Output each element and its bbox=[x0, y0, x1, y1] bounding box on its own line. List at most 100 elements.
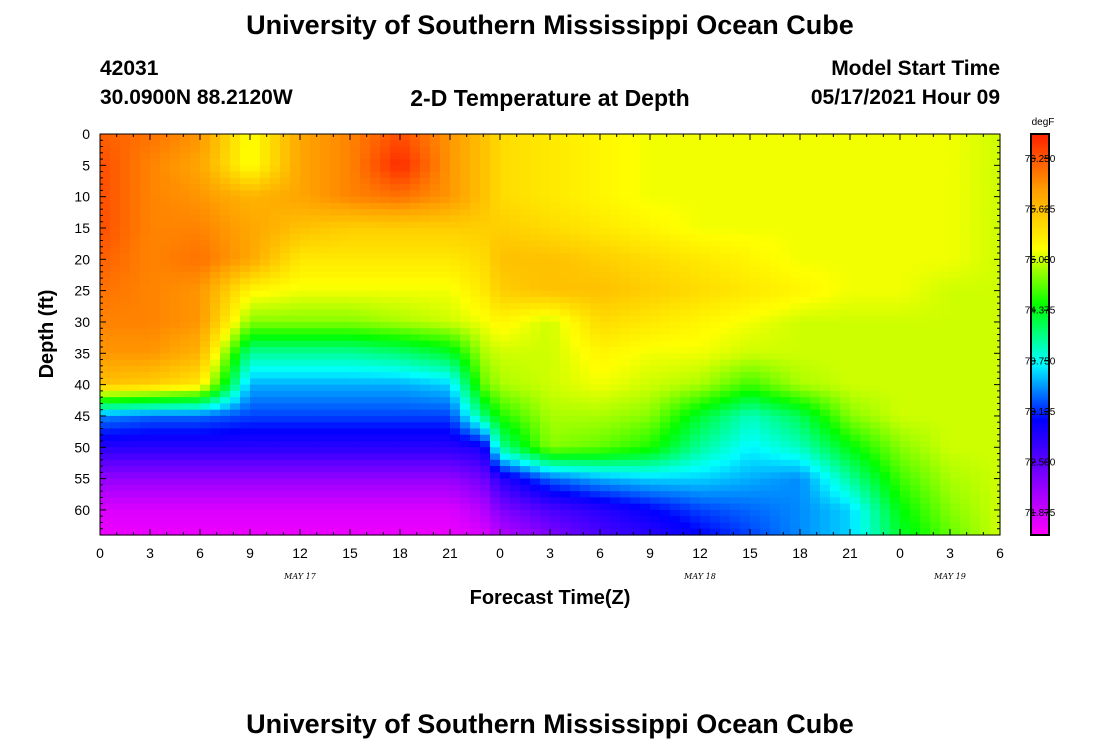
heatmap-cell bbox=[720, 372, 731, 379]
heatmap-cell bbox=[950, 353, 961, 361]
heatmap-cell bbox=[290, 134, 301, 141]
heatmap-cell bbox=[420, 253, 431, 260]
heatmap-cell bbox=[350, 190, 361, 198]
heatmap-cell bbox=[440, 227, 451, 235]
heatmap-cell bbox=[690, 378, 701, 386]
heatmap-cell bbox=[830, 259, 841, 267]
heatmap-cell bbox=[670, 321, 681, 329]
heatmap-cell bbox=[730, 177, 741, 185]
heatmap-cell bbox=[530, 321, 541, 329]
heatmap-cell bbox=[750, 441, 761, 448]
heatmap-cell bbox=[260, 409, 271, 417]
heatmap-cell bbox=[610, 459, 621, 467]
heatmap-cell bbox=[540, 278, 551, 285]
heatmap-cell bbox=[860, 441, 871, 448]
heatmap-cell bbox=[150, 171, 161, 179]
heatmap-cell bbox=[980, 202, 991, 210]
heatmap-cell bbox=[900, 253, 911, 260]
heatmap-cell bbox=[300, 409, 311, 417]
heatmap-cell bbox=[450, 328, 461, 336]
heatmap-cell bbox=[330, 234, 341, 242]
heatmap-cell bbox=[280, 159, 291, 166]
heatmap-cell bbox=[660, 296, 671, 304]
heatmap-cell bbox=[990, 265, 1001, 273]
heatmap-cell bbox=[330, 409, 341, 417]
heatmap-cell bbox=[360, 309, 371, 317]
heatmap-cell bbox=[780, 290, 791, 298]
heatmap-cell bbox=[290, 253, 301, 260]
heatmap-cell bbox=[140, 384, 151, 392]
heatmap-cell bbox=[430, 140, 441, 148]
heatmap-cell bbox=[830, 397, 841, 405]
heatmap-cell bbox=[890, 347, 901, 354]
heatmap-cell bbox=[230, 227, 241, 235]
heatmap-cell bbox=[440, 196, 451, 204]
heatmap-cell bbox=[240, 296, 251, 304]
heatmap-cell bbox=[770, 466, 781, 473]
heatmap-cell bbox=[320, 159, 331, 166]
heatmap-cell bbox=[520, 415, 531, 423]
heatmap-cell bbox=[650, 315, 661, 323]
heatmap-cell bbox=[750, 347, 761, 354]
heatmap-cell bbox=[190, 415, 201, 423]
heatmap-cell bbox=[830, 334, 841, 342]
heatmap-cell bbox=[540, 403, 551, 411]
heatmap-cell bbox=[740, 466, 751, 473]
heatmap-cell bbox=[280, 190, 291, 198]
heatmap-cell bbox=[990, 259, 1001, 267]
heatmap-cell bbox=[950, 409, 961, 417]
heatmap-cell bbox=[450, 478, 461, 486]
heatmap-cell bbox=[130, 372, 141, 379]
heatmap-cell bbox=[370, 196, 381, 204]
heatmap-cell bbox=[800, 234, 811, 242]
heatmap-cell bbox=[700, 447, 711, 455]
heatmap-cell bbox=[410, 278, 421, 285]
heatmap-cell bbox=[610, 246, 621, 254]
heatmap-cell bbox=[640, 353, 651, 361]
heatmap-cell bbox=[130, 321, 141, 329]
heatmap-cell bbox=[200, 353, 211, 361]
heatmap-cell bbox=[420, 134, 431, 141]
heatmap-cell bbox=[120, 190, 131, 198]
heatmap-cell bbox=[860, 159, 871, 166]
heatmap-cell bbox=[770, 428, 781, 436]
heatmap-cell bbox=[340, 428, 351, 436]
heatmap-cell bbox=[380, 347, 391, 354]
heatmap-cell bbox=[940, 453, 951, 461]
heatmap-cell bbox=[660, 372, 671, 379]
heatmap-cell bbox=[660, 177, 671, 185]
heatmap-cell bbox=[850, 397, 861, 405]
heatmap-cell bbox=[630, 134, 641, 141]
heatmap-cell bbox=[700, 271, 711, 279]
heatmap-cell bbox=[380, 384, 391, 392]
heatmap-cell bbox=[360, 227, 371, 235]
heatmap-cell bbox=[810, 334, 821, 342]
heatmap-cell bbox=[420, 334, 431, 342]
heatmap-cell bbox=[740, 171, 751, 179]
heatmap-cell bbox=[690, 259, 701, 267]
heatmap-cell bbox=[400, 353, 411, 361]
heatmap-cell bbox=[550, 378, 561, 386]
heatmap-cell bbox=[960, 290, 971, 298]
heatmap-cell bbox=[420, 177, 431, 185]
heatmap-cell bbox=[250, 353, 261, 361]
heatmap-cell bbox=[950, 184, 961, 191]
heatmap-cell bbox=[670, 259, 681, 267]
heatmap-cell bbox=[220, 334, 231, 342]
heatmap-cell bbox=[770, 209, 781, 217]
heatmap-cell bbox=[780, 240, 791, 248]
heatmap-cell bbox=[510, 265, 521, 273]
heatmap-cell bbox=[650, 378, 661, 386]
heatmap-cell bbox=[440, 403, 451, 411]
heatmap-cell bbox=[690, 253, 701, 260]
heatmap-cell bbox=[690, 227, 701, 235]
heatmap-cell bbox=[650, 453, 661, 461]
heatmap-cell bbox=[260, 221, 271, 229]
heatmap-cell bbox=[810, 303, 821, 311]
heatmap-cell bbox=[940, 353, 951, 361]
heatmap-cell bbox=[550, 202, 561, 210]
heatmap-cell bbox=[110, 177, 121, 185]
heatmap-cell bbox=[240, 284, 251, 292]
heatmap-cell bbox=[820, 196, 831, 204]
heatmap-cell bbox=[860, 459, 871, 467]
